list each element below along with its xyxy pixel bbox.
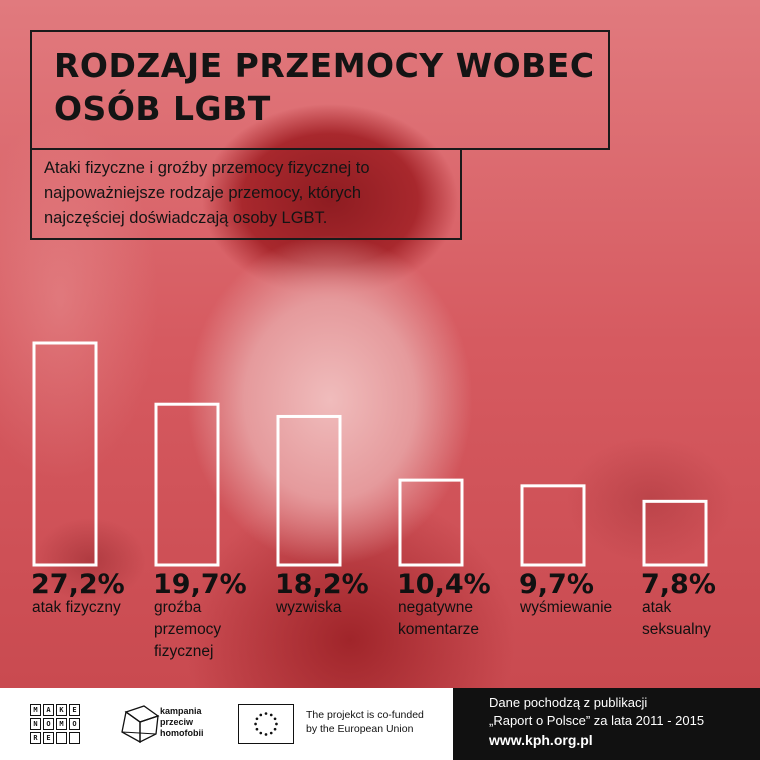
logo-letter: E [43,732,54,744]
campaign-label: kampania przeciw homofobii [160,706,204,739]
logo-letter: M [56,718,67,730]
bar-chart: 27,2%atak fizyczny 19,7%groźba przemocy fiz… [31,341,716,660]
eu-line: The projekct is co-funded [306,709,424,721]
title-line: OSÓB LGBT [54,89,271,128]
logo-letter [56,732,67,744]
value-label: 27,2% [31,569,125,600]
bar-2 [154,402,220,567]
subtitle-box: Ataki fizyczne i groźby przemocy fizyczn… [30,148,462,240]
eu-star [259,731,263,735]
campaign-line: homofobii [160,728,204,738]
category-label-line: wyśmiewanie [519,599,612,616]
eu-star [255,727,259,731]
value-label: 19,7% [153,569,247,600]
logo-letter: K [56,704,67,716]
eu-line: by the European Union [306,723,414,735]
bar-6 [642,499,708,567]
logo-letter: M [30,704,41,716]
bar-1 [32,341,98,567]
eu-star [254,722,257,726]
campaign-line: przeciw [160,717,194,727]
category-label: atak fizyczny [32,599,121,616]
eu-star [264,712,268,715]
logo-letter: O [69,718,80,730]
logo-letter: R [30,732,41,744]
logo-letter: N [30,718,41,730]
category-label: wyśmiewanie [519,599,612,616]
subtitle-line: najpoważniejsze rodzaje przemocy, któryc… [44,184,362,202]
eu-flag-icon [238,704,294,744]
value-label: 10,4% [397,569,491,600]
category-label-line: seksualny [642,621,711,638]
category-label-line: wyzwiska [275,599,342,616]
subtitle-line: Ataki fizyczne i groźby przemocy fizyczn… [44,159,370,177]
category-label: groźba przemocy fizycznej [154,599,221,660]
subtitle: Ataki fizyczne i groźby przemocy fizyczn… [44,156,452,231]
title-box: RODZAJE PRZEMOCY WOBEC OSÓB LGBT [30,30,610,150]
source-line: „Raport o Polsce” za lata 2011 - 2015 [489,713,705,728]
background-photo [0,0,760,688]
eu-star [269,713,273,717]
category-label-line: groźba [154,599,202,616]
eu-star [269,731,273,735]
logo-letter: E [69,704,80,716]
category-label: negatywne komentarze [398,599,479,638]
title-line: RODZAJE PRZEMOCY WOBEC [54,46,595,85]
logo-letter: O [43,718,54,730]
eu-star [273,727,277,731]
page-title: RODZAJE PRZEMOCY WOBEC OSÓB LGBT [54,44,595,130]
value-label: 7,8% [641,569,716,600]
source-panel: Dane pochodzą z publikacji „Raport o Pol… [453,688,760,760]
category-label-line: fizycznej [154,643,213,660]
eu-star [273,717,277,721]
source-line: Dane pochodzą z publikacji [489,695,648,710]
eu-star [255,717,259,721]
eu-star [264,733,268,736]
subtitle-line: najczęściej doświadczają osoby LGBT. [44,209,328,227]
logo-letter [69,732,80,744]
logo-letter: A [43,704,54,716]
campaign-cube-icon [121,705,160,744]
bar-4 [398,478,464,567]
eu-star [259,713,263,717]
value-label: 18,2% [275,569,369,600]
category-label-line: atak fizyczny [32,599,121,616]
eu-star [275,722,278,726]
value-label: 9,7% [519,569,594,600]
source-url: www.kph.org.pl [489,732,593,748]
bar-3 [276,414,342,567]
campaign-line: kampania [160,706,202,716]
category-label-line: komentarze [398,621,479,638]
category-label-line: negatywne [398,599,473,616]
bar-5 [520,484,586,567]
category-label: wyzwiska [275,599,342,616]
category-label-line: przemocy [154,621,221,638]
category-label: atak seksualny [642,599,711,638]
category-label-line: atak [642,599,672,616]
eu-funding-note: The projekct is co-funded by the Europea… [306,708,424,736]
